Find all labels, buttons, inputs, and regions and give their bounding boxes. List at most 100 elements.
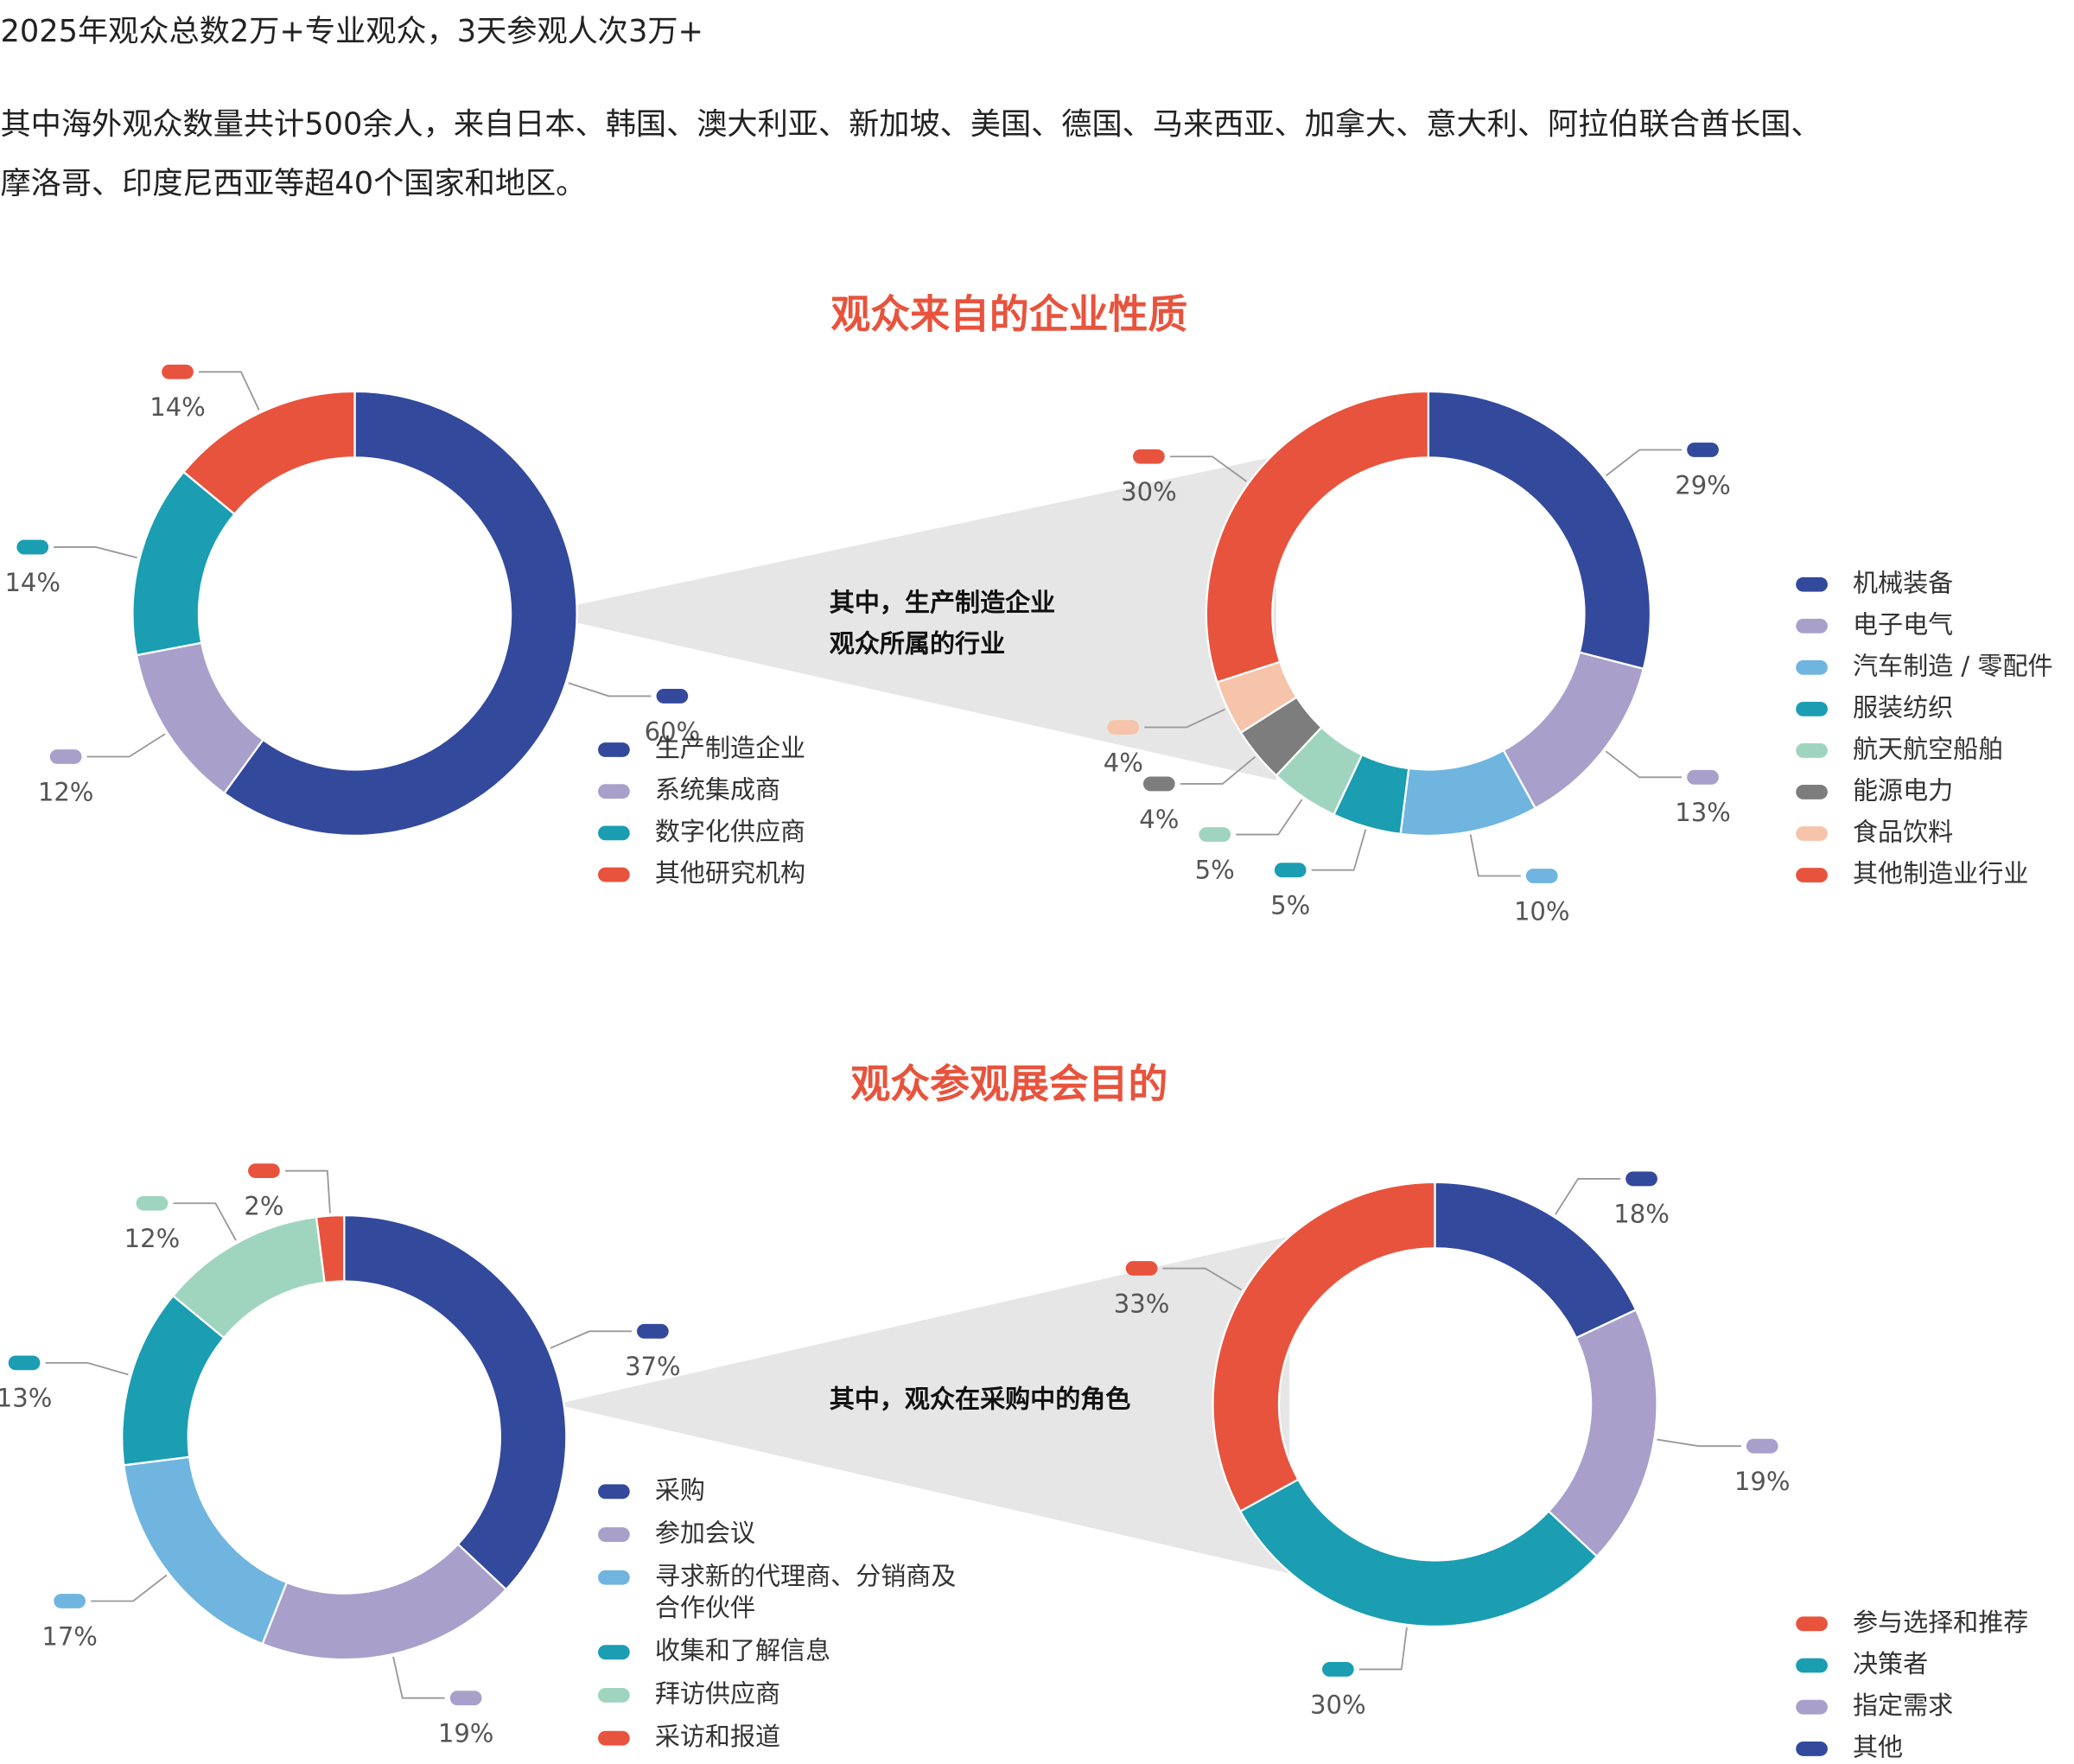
legend-swatch: [1796, 1741, 1828, 1756]
legend-label: 采购: [655, 1475, 705, 1505]
legend-swatch: [598, 1570, 630, 1585]
legend-label: 收集和了解信息: [655, 1636, 830, 1665]
legend-swatch: [598, 784, 630, 799]
data-label: 30%: [1121, 477, 1177, 506]
data-label: 14%: [4, 568, 60, 597]
legend-swatch: [1796, 1699, 1828, 1715]
leader-line: [54, 546, 137, 559]
donut-slice: [222, 390, 578, 837]
data-label: 13%: [0, 1384, 52, 1413]
legend-label: 其他制造业行业: [1853, 859, 2028, 888]
legend-label: 参与选择和推荐: [1853, 1608, 2028, 1637]
label-pill: [656, 689, 689, 704]
label-pill: [16, 539, 49, 555]
legend-swatch: [1796, 1616, 1828, 1632]
legend-swatch: [1796, 785, 1828, 799]
section-title: 观众来自的企业性质: [830, 291, 1187, 338]
label-pill: [1687, 769, 1719, 785]
legend-label: 数字化供应商: [655, 817, 805, 846]
leader-line: [1358, 1627, 1408, 1671]
data-label: 19%: [438, 1719, 494, 1748]
donut-slice: [261, 1543, 508, 1661]
note: 其中，观众在采购中的角色: [830, 1384, 1131, 1413]
legend-label: 其他: [1853, 1732, 1903, 1761]
label-pill: [1746, 1438, 1778, 1454]
label-pill: [1625, 1171, 1657, 1187]
section-title: 观众参观展会目的: [850, 1060, 1167, 1107]
legend-swatch: [1796, 743, 1828, 758]
label-pill: [1687, 443, 1719, 457]
legend-swatch: [1796, 618, 1828, 634]
leader-line: [1236, 799, 1303, 836]
legend-swatch: [1796, 868, 1828, 882]
legend-label: 能源电力: [1853, 775, 1953, 805]
legend-label: 服装纺织: [1853, 692, 1953, 722]
label-pill: [54, 1594, 86, 1608]
label-pill: [136, 1195, 169, 1211]
legend-label: 生产制造企业: [655, 734, 805, 763]
donut-slice: [122, 1455, 289, 1646]
label-pill: [1274, 863, 1307, 878]
legend-label: 其他研究机构: [655, 858, 805, 888]
legend-label: 机械装备: [1853, 568, 1953, 597]
data-label: 14%: [150, 392, 206, 422]
label-pill: [162, 364, 194, 379]
data-label: 60%: [645, 716, 701, 746]
zoom-wedge: [536, 455, 1276, 780]
legend-swatch: [1796, 701, 1828, 716]
data-label: 12%: [124, 1224, 181, 1253]
donut-slice: [1434, 1181, 1638, 1340]
leader-line: [1469, 834, 1521, 877]
label-pill: [1199, 827, 1231, 842]
leader-line: [198, 371, 260, 411]
leader-line: [1169, 455, 1247, 482]
label-pill: [449, 1691, 482, 1706]
legend-swatch: [1796, 826, 1828, 841]
data-label: 18%: [1613, 1200, 1670, 1229]
leader-line: [1605, 449, 1683, 477]
legend-label: 食品饮料: [1853, 818, 1953, 847]
legend-swatch: [598, 1484, 630, 1500]
data-label: 33%: [1114, 1289, 1170, 1318]
data-label: 10%: [1514, 896, 1570, 926]
leader-line: [284, 1169, 331, 1213]
label-pill: [637, 1323, 669, 1339]
leader-line: [1657, 1438, 1741, 1448]
data-label: 2%: [244, 1191, 283, 1220]
leader-line: [45, 1361, 129, 1376]
legend-swatch: [1796, 659, 1828, 675]
legend-label: 拜访供应商: [655, 1678, 780, 1708]
label-pill: [1321, 1662, 1354, 1677]
label-pill: [248, 1163, 280, 1179]
note: 观众所属的行业: [830, 629, 1005, 659]
label-pill: [1142, 776, 1175, 792]
leader-line: [173, 1202, 237, 1241]
data-label: 12%: [38, 777, 94, 806]
donut-slice: [315, 1213, 346, 1284]
legend-swatch: [1796, 576, 1828, 592]
data-label: 4%: [1104, 748, 1143, 777]
leader-line: [392, 1656, 445, 1699]
leader-line: [1555, 1177, 1621, 1215]
label-pill: [1107, 720, 1140, 735]
paragraph-line: 摩洛哥、印度尼西亚等超40个国家和地区。: [0, 166, 586, 201]
zoom-wedge: [556, 1236, 1290, 1574]
paragraph-line: 其中海外观众数量共计500余人，来自日本、韩国、澳大利亚、新加坡、美国、德国、马…: [0, 106, 1821, 142]
data-label: 37%: [625, 1352, 681, 1381]
donut-slice: [343, 1213, 568, 1591]
label-pill: [8, 1355, 41, 1371]
leader-line: [91, 1574, 168, 1602]
legend-label: 航天航空船舶: [1853, 734, 2003, 763]
legend-swatch: [598, 825, 630, 841]
donut-slice: [1502, 651, 1645, 810]
legend-label: 采访和报道: [655, 1722, 780, 1751]
legend-label: 系统集成商: [655, 775, 780, 805]
leader-line: [1144, 708, 1225, 729]
leader-line: [1605, 750, 1683, 779]
leader-line: [568, 682, 652, 697]
headline: 2025年观众总数2万+专业观众，3天参观人次3万+: [0, 14, 703, 49]
data-label: 5%: [1195, 855, 1235, 884]
legend-swatch: [598, 1527, 630, 1542]
data-label: 19%: [1734, 1467, 1791, 1496]
label-pill: [49, 749, 82, 764]
